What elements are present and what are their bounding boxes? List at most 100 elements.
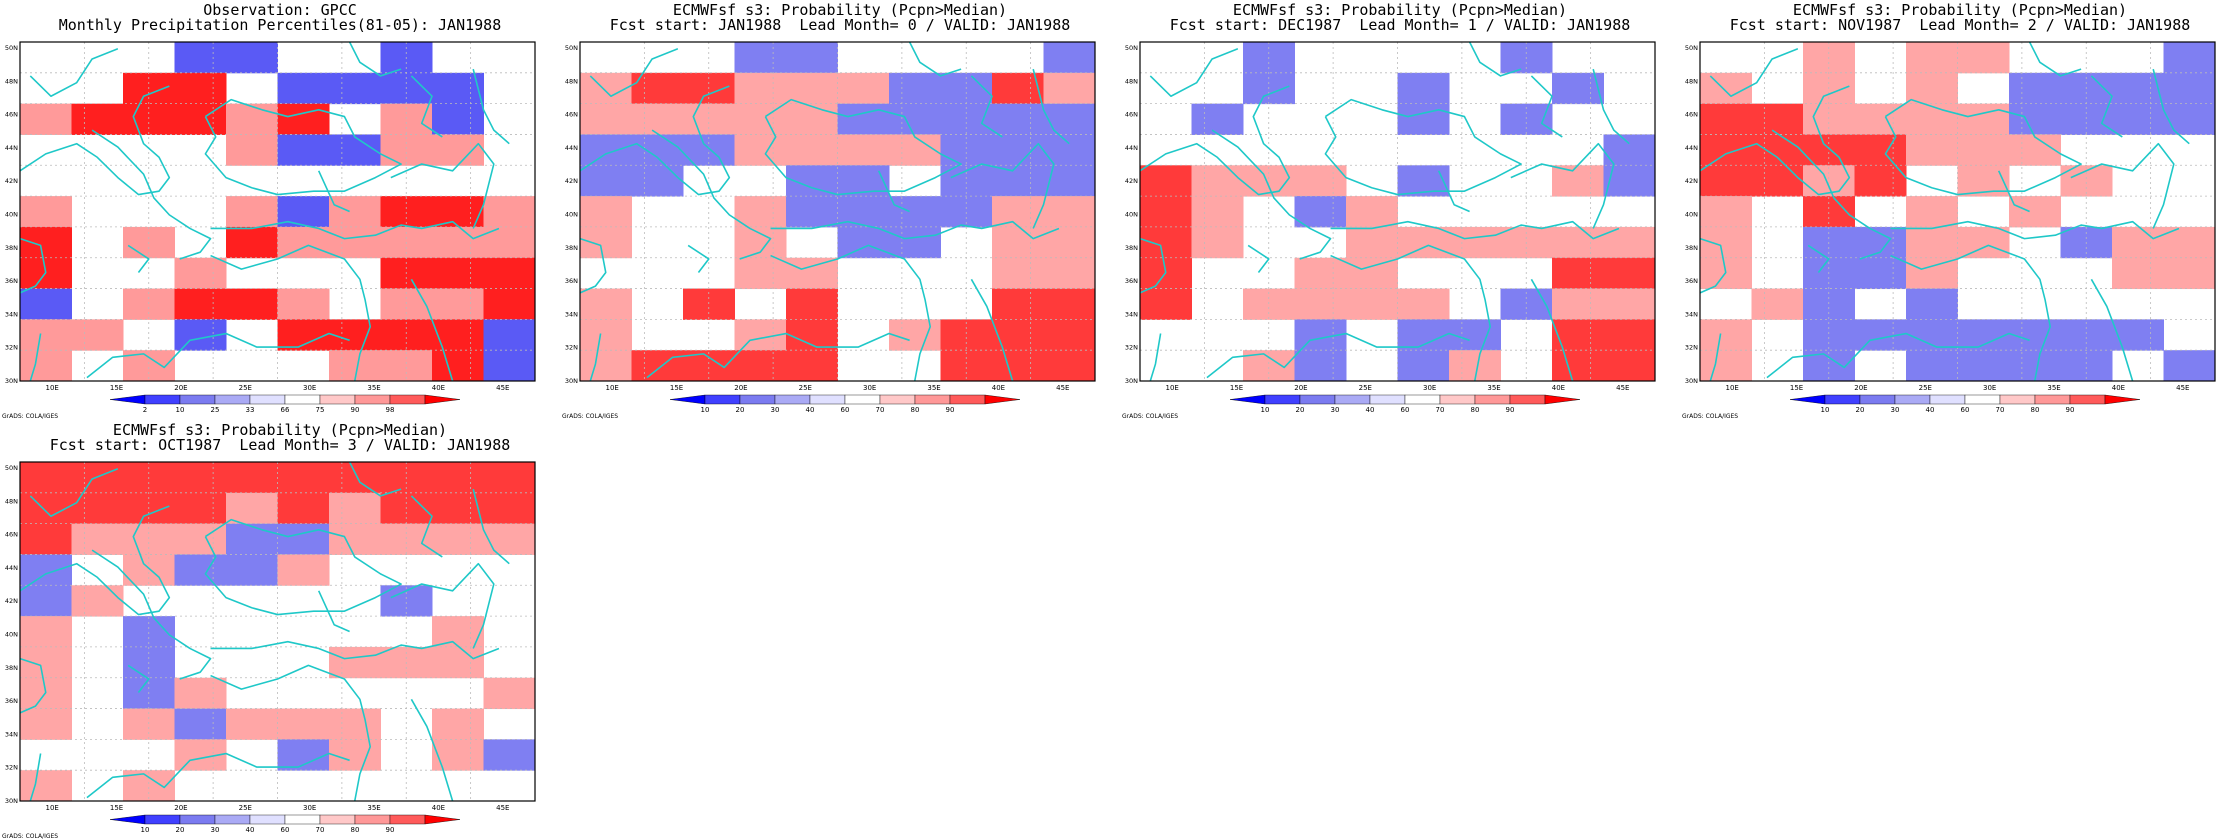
- grid-cell: [1700, 319, 1752, 351]
- colorbar-swatch: [284, 394, 321, 405]
- x-tick-label: 15E: [110, 804, 123, 812]
- colorbar-label: 40: [1926, 406, 1935, 414]
- y-tick-label: 36N: [1125, 277, 1138, 285]
- coastline: [1150, 49, 1238, 96]
- y-tick-label: 34N: [1125, 310, 1138, 318]
- coastline: [20, 239, 46, 293]
- y-tick-label: 44N: [5, 144, 18, 152]
- panel-subtitle: Fcst start: OCT1987 Lead Month= 3 / VALI…: [49, 436, 511, 454]
- grid-cell: [226, 103, 278, 135]
- grid-cell: [631, 134, 684, 166]
- grid-cell: [1043, 103, 1096, 135]
- grid-cell: [580, 226, 632, 259]
- colorbar-swatch: [704, 394, 741, 405]
- grid-cell: [1603, 134, 1656, 166]
- coastline: [1331, 245, 1491, 381]
- coastline-layer: [1700, 42, 2189, 381]
- colorbar-label: 10: [1821, 406, 1830, 414]
- colorbar-swatch: [424, 394, 461, 405]
- grid-cell: [1552, 165, 1604, 197]
- colorbar-swatch: [249, 394, 286, 405]
- colorbar-label: 30: [1331, 406, 1340, 414]
- colorbar-label: 10: [141, 826, 150, 834]
- panel-title: ECMWFsf s3: Probability (Pcpn>Median): [112, 421, 448, 439]
- colorbar-swatch: [1824, 394, 1861, 405]
- x-tick-label: 10E: [46, 804, 59, 812]
- grads-credit: GrADS: COLA/IGES: [1122, 413, 1178, 420]
- colorbar-label: 20: [176, 826, 185, 834]
- colorbar-label: 70: [1996, 406, 2005, 414]
- coastline: [205, 100, 401, 195]
- coastline: [765, 100, 961, 195]
- grid-cell: [2163, 226, 2216, 259]
- y-tick-label: 46N: [1125, 111, 1138, 119]
- y-tick-label: 48N: [5, 77, 18, 85]
- grid-cell: [734, 42, 787, 74]
- x-tick-label: 20E: [1854, 384, 1867, 392]
- grid-cell: [1043, 42, 1096, 74]
- grid-cell: [1191, 226, 1244, 259]
- grid-cell: [174, 72, 227, 105]
- grid-cell: [432, 523, 484, 555]
- y-tick-label: 34N: [1685, 310, 1698, 318]
- y-tick-label: 30N: [5, 377, 18, 385]
- grid-cell: [734, 257, 787, 290]
- colorbar-swatch: [1474, 394, 1511, 405]
- colorbar-swatch: [389, 394, 426, 405]
- precip-map: 10E 15E 20E 25E 30E 35E 40E 45E 50N 48N 46N 44N 42N 4…: [0, 420, 560, 840]
- grid-cell: [20, 196, 72, 228]
- y-tick-label: 42N: [565, 177, 578, 185]
- grid-cell: [1552, 257, 1604, 290]
- colorbar: 10 20 30 40 60 70 80 90: [1789, 394, 2141, 414]
- grid-cell: [1700, 72, 1752, 105]
- grid-cell: [734, 196, 787, 228]
- grid-cell: [631, 103, 684, 135]
- colorbar-swatch: [1299, 394, 1336, 405]
- grid-cell: [1906, 288, 1958, 320]
- colorbar-swatch: [284, 814, 321, 825]
- colorbar-swatch: [669, 394, 706, 405]
- coastline: [391, 144, 494, 229]
- grid-cell: [483, 196, 536, 228]
- coastline: [319, 591, 350, 632]
- x-tick-label: 45E: [496, 384, 509, 392]
- y-tick-label: 32N: [5, 764, 18, 772]
- panel-subtitle: Fcst start: JAN1988 Lead Month= 0 / VALI…: [609, 16, 1071, 34]
- colorbar-swatch: [1999, 394, 2036, 405]
- grid-cell: [277, 72, 330, 105]
- grid-cell: [580, 350, 632, 382]
- map-frame: [1139, 41, 1656, 382]
- grid-cell: [1906, 257, 1958, 290]
- y-tick-label: 46N: [1685, 111, 1698, 119]
- panel-title: ECMWFsf s3: Probability (Pcpn>Median): [672, 1, 1008, 19]
- grid-cell: [734, 226, 787, 259]
- grid-cell: [1043, 72, 1096, 105]
- coastline: [1700, 86, 1849, 194]
- grid-cell: [1043, 319, 1096, 351]
- map-panel-4: ECMWFsf s3: Probability (Pcpn>Median) Fcs…: [1680, 0, 2240, 420]
- grid-cell: [277, 739, 330, 771]
- colorbar-swatch: [1229, 394, 1266, 405]
- coastline-layer: [1140, 42, 1629, 381]
- grid-cell: [20, 646, 72, 679]
- colorbar-label: 10: [1261, 406, 1270, 414]
- colorbar-swatch: [144, 394, 181, 405]
- grid-cell: [20, 226, 72, 259]
- grid-cell: [432, 739, 484, 771]
- grid-cell: [432, 288, 484, 320]
- coastline: [688, 245, 709, 272]
- grid-cell: [329, 196, 381, 228]
- colorbar-label: 40: [1366, 406, 1375, 414]
- coastline: [580, 239, 606, 293]
- grid-cell: [1957, 319, 2010, 351]
- grid-cell: [277, 226, 330, 259]
- coastline: [1772, 130, 1890, 259]
- grid-cell: [71, 585, 124, 617]
- grid-cell: [380, 350, 433, 382]
- coastline: [1150, 334, 1160, 381]
- grid-cell: [940, 319, 993, 351]
- coastline: [128, 665, 149, 692]
- y-tick-label: 50N: [565, 44, 578, 52]
- coastline: [652, 130, 770, 259]
- y-tick-label: 48N: [5, 497, 18, 505]
